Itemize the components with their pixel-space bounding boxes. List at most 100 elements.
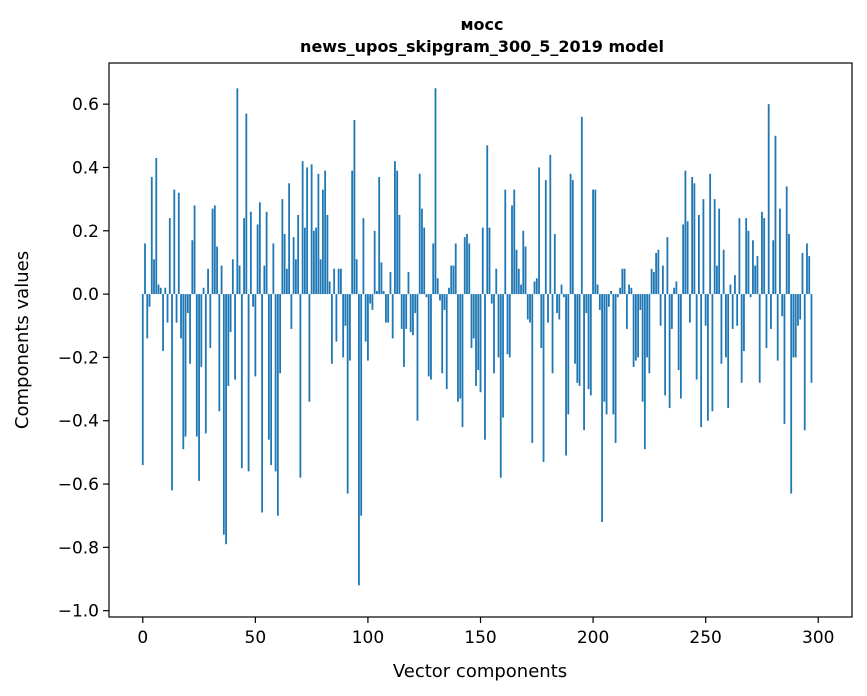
bar (369, 294, 372, 304)
bar (398, 214, 401, 295)
bar (736, 294, 739, 326)
bar (207, 268, 209, 295)
chart-title: мосс (460, 15, 503, 34)
bar (439, 294, 441, 301)
bar (544, 180, 547, 295)
bar-series (141, 88, 813, 586)
bar (484, 294, 486, 440)
bar (220, 265, 223, 295)
y-tick-label: −0.6 (58, 475, 99, 495)
bar (340, 268, 342, 295)
bar (416, 294, 419, 421)
bar (308, 294, 311, 402)
bar (162, 294, 164, 352)
bar (797, 294, 799, 326)
bar (738, 218, 741, 295)
bar (245, 113, 248, 295)
x-tick-label: 100 (352, 628, 384, 648)
bar (808, 256, 811, 295)
bar (596, 284, 599, 295)
y-tick-label: −1.0 (58, 602, 99, 622)
y-tick-label: 0.2 (72, 222, 99, 242)
bar (684, 170, 687, 295)
bar (481, 227, 484, 295)
bar (382, 290, 385, 295)
bar (490, 294, 493, 304)
bar (229, 294, 232, 333)
bar (171, 294, 173, 491)
bar (430, 294, 432, 380)
bar (389, 271, 392, 295)
bar (414, 294, 417, 314)
bar (529, 294, 531, 323)
bar (502, 294, 504, 418)
bar (475, 294, 477, 386)
bar (173, 189, 176, 295)
bar (319, 259, 322, 295)
bar (445, 294, 448, 390)
bar (583, 294, 585, 431)
bar (376, 290, 378, 295)
bar (535, 278, 538, 295)
bar (337, 268, 340, 295)
bar (803, 294, 806, 431)
bar (752, 240, 754, 295)
chart-subtitle: news_upos_skipgram_300_5_2019 model (300, 37, 664, 56)
bar (477, 294, 480, 371)
bar (623, 268, 626, 295)
bar (222, 294, 225, 535)
bar (391, 294, 394, 339)
bar (531, 294, 534, 443)
bar (448, 287, 450, 295)
bar (457, 294, 459, 402)
x-tick-label: 250 (689, 628, 721, 648)
bar (713, 199, 716, 295)
bar (175, 294, 178, 323)
bar (549, 154, 552, 295)
bar (148, 294, 151, 307)
bar (634, 294, 637, 361)
x-axis-label: Vector components (393, 661, 567, 682)
bar (182, 294, 185, 450)
bar (394, 161, 396, 295)
bar (628, 284, 630, 295)
bar (400, 294, 403, 329)
bar (270, 294, 273, 466)
bar (540, 294, 543, 348)
bar (567, 294, 570, 415)
bar (317, 173, 320, 295)
bar (666, 237, 669, 295)
bar (144, 243, 146, 295)
bar (695, 294, 698, 380)
bar (616, 294, 619, 298)
bar (364, 294, 367, 342)
bar (209, 294, 212, 348)
bar (355, 259, 358, 295)
bar (637, 294, 640, 358)
bar (324, 170, 327, 295)
bar (204, 294, 207, 434)
bar (542, 294, 545, 462)
bar (520, 284, 522, 295)
bar (387, 294, 390, 323)
bar (675, 281, 678, 295)
bar (522, 230, 525, 295)
bar (353, 119, 356, 295)
bar (754, 265, 757, 295)
bar (463, 237, 466, 295)
bar (589, 294, 592, 396)
bar (421, 208, 423, 295)
bar (159, 287, 162, 295)
bar (650, 268, 653, 295)
bar (574, 294, 576, 364)
bar (290, 294, 293, 329)
bar (299, 294, 302, 478)
bar (306, 167, 309, 295)
bar (761, 211, 763, 295)
bar (202, 287, 205, 295)
bar (779, 208, 781, 295)
bar (231, 259, 234, 295)
bar (434, 88, 437, 295)
